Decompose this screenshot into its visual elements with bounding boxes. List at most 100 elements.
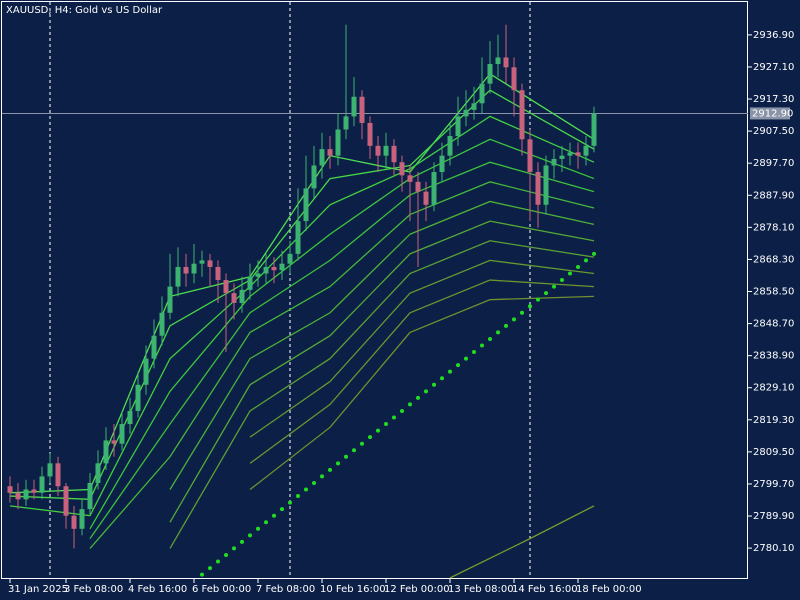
candle-body xyxy=(415,181,421,192)
moving-average xyxy=(249,279,595,464)
indicator-dot xyxy=(320,474,324,479)
indicator-dot xyxy=(256,526,260,531)
y-tick-label: 2868.30 xyxy=(753,254,794,265)
candle-body xyxy=(159,312,165,336)
candle-body xyxy=(119,424,125,444)
indicator-dot xyxy=(520,310,524,315)
candle-body xyxy=(247,276,253,290)
candle-body xyxy=(63,486,69,516)
candle-body xyxy=(223,280,229,294)
y-tick-label: 2799.70 xyxy=(753,479,794,490)
candle-body xyxy=(311,165,317,189)
indicator-dot xyxy=(384,422,388,427)
candle-body xyxy=(135,384,141,411)
moving-average xyxy=(89,161,595,539)
candle-body xyxy=(351,96,357,117)
indicator-dot xyxy=(584,258,588,263)
candle-body xyxy=(399,162,405,176)
candle-body xyxy=(31,489,37,493)
indicator-dot xyxy=(544,291,548,296)
candle-body xyxy=(79,509,85,529)
y-tick-label: 2780.10 xyxy=(753,543,794,554)
indicator-dot xyxy=(576,264,580,269)
indicator-dot xyxy=(392,415,396,420)
candle-body xyxy=(343,116,349,130)
y-tick-label: 2917.30 xyxy=(753,94,794,105)
candle-body xyxy=(231,293,237,303)
indicator-dot xyxy=(328,467,332,472)
candle-body xyxy=(375,145,381,156)
indicator-dot xyxy=(336,461,340,466)
indicator-dot xyxy=(200,572,204,577)
candle-body xyxy=(327,149,333,156)
candle-body xyxy=(303,188,309,222)
indicator-dot xyxy=(592,251,596,256)
candle-body xyxy=(383,145,389,156)
moving-average xyxy=(89,138,595,530)
candle-body xyxy=(359,96,365,123)
candle-body xyxy=(527,139,533,173)
candle-body xyxy=(87,482,93,510)
y-tick-label: 2887.90 xyxy=(753,190,794,201)
candle-body xyxy=(559,155,565,159)
candle-body xyxy=(319,149,325,166)
candle-body xyxy=(567,152,573,156)
indicator-dot xyxy=(232,546,236,551)
candle-body xyxy=(503,57,509,68)
indicator-dot xyxy=(456,363,460,368)
candle-body xyxy=(535,172,541,205)
y-tick-label: 2927.10 xyxy=(753,62,794,73)
indicator-dot xyxy=(528,304,532,309)
indicator-dot xyxy=(248,533,252,538)
candle-body xyxy=(103,440,109,464)
candle-body xyxy=(175,266,181,287)
candle-body xyxy=(423,191,429,205)
indicator-dot xyxy=(448,369,452,374)
candle-body xyxy=(551,158,557,166)
indicator-dot xyxy=(432,382,436,387)
indicator-dot xyxy=(376,428,380,433)
y-tick-label: 2848.70 xyxy=(753,319,794,330)
moving-average xyxy=(169,220,595,523)
candle-body xyxy=(367,122,373,146)
indicator-dot xyxy=(440,376,444,381)
y-tick-label: 2819.30 xyxy=(753,415,794,426)
candle-body xyxy=(295,221,301,254)
candle-body xyxy=(23,489,29,500)
candle-body xyxy=(95,463,101,483)
y-tick-label: 2809.50 xyxy=(753,447,794,458)
candle-body xyxy=(183,266,189,274)
candle-body xyxy=(39,476,45,493)
indicator-dot xyxy=(264,520,268,525)
indicator-dot xyxy=(400,408,404,413)
plot-border xyxy=(1,1,748,579)
indicator-dot xyxy=(536,297,540,302)
candle-body xyxy=(127,410,133,425)
y-tick-label: 2838.90 xyxy=(753,351,794,362)
candle-body xyxy=(199,260,205,264)
candle-body xyxy=(471,103,477,110)
candle-body xyxy=(431,172,437,205)
candle-body xyxy=(239,289,245,303)
y-tick-label: 2829.10 xyxy=(753,383,794,394)
candle-body xyxy=(455,116,461,137)
x-tick-label: 10 Feb 16:00 xyxy=(320,584,386,595)
indicator-dot xyxy=(560,278,564,283)
candle-body xyxy=(55,463,61,487)
x-tick-label: 4 Feb 16:00 xyxy=(128,584,187,595)
candle-body xyxy=(463,109,469,117)
x-tick-label: 7 Feb 08:00 xyxy=(256,584,315,595)
candle-body xyxy=(151,335,157,359)
current-price-box xyxy=(750,107,790,120)
indicator-dot xyxy=(304,487,308,492)
candle-body xyxy=(447,136,453,156)
y-tick-label: 2936.90 xyxy=(753,30,794,41)
candle-body xyxy=(519,90,525,140)
indicator-dot xyxy=(368,435,372,440)
indicator-dot xyxy=(360,441,364,446)
indicator-dot xyxy=(216,559,220,564)
indicator-dot xyxy=(312,480,316,485)
candle-body xyxy=(479,83,485,104)
indicator-dot xyxy=(552,284,556,289)
